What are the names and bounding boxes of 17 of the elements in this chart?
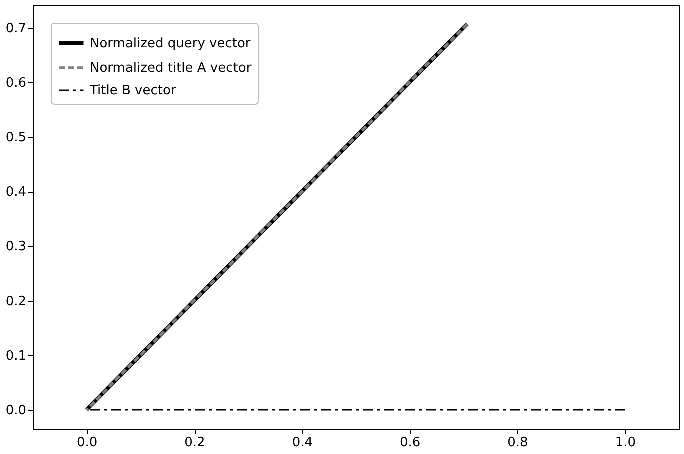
legend-label: Normalized title A vector <box>90 61 252 76</box>
y-tick-label: 0.5 <box>6 130 26 146</box>
x-tick-label: 0.8 <box>508 436 528 450</box>
y-tick-label: 0.4 <box>6 185 26 200</box>
legend-label: Title B vector <box>89 84 177 98</box>
y-tick-label: 0.6 <box>6 76 26 91</box>
x-tick-label: 0.4 <box>292 436 314 450</box>
x-tick-label: 0.6 <box>400 436 421 450</box>
x-tick-label: 0.0 <box>76 436 98 450</box>
y-tick-label: 0.3 <box>6 240 26 255</box>
x-tick-label: 1.0 <box>615 436 636 450</box>
y-tick-label: 0.2 <box>6 294 26 310</box>
y-tick-label: 0.1 <box>6 348 26 364</box>
x-tick-label: 0.2 <box>184 436 206 450</box>
legend-label: Normalized query vector <box>90 36 252 52</box>
y-tick-label: 0.0 <box>6 403 26 418</box>
y-tick-label: 0.7 <box>6 21 26 36</box>
